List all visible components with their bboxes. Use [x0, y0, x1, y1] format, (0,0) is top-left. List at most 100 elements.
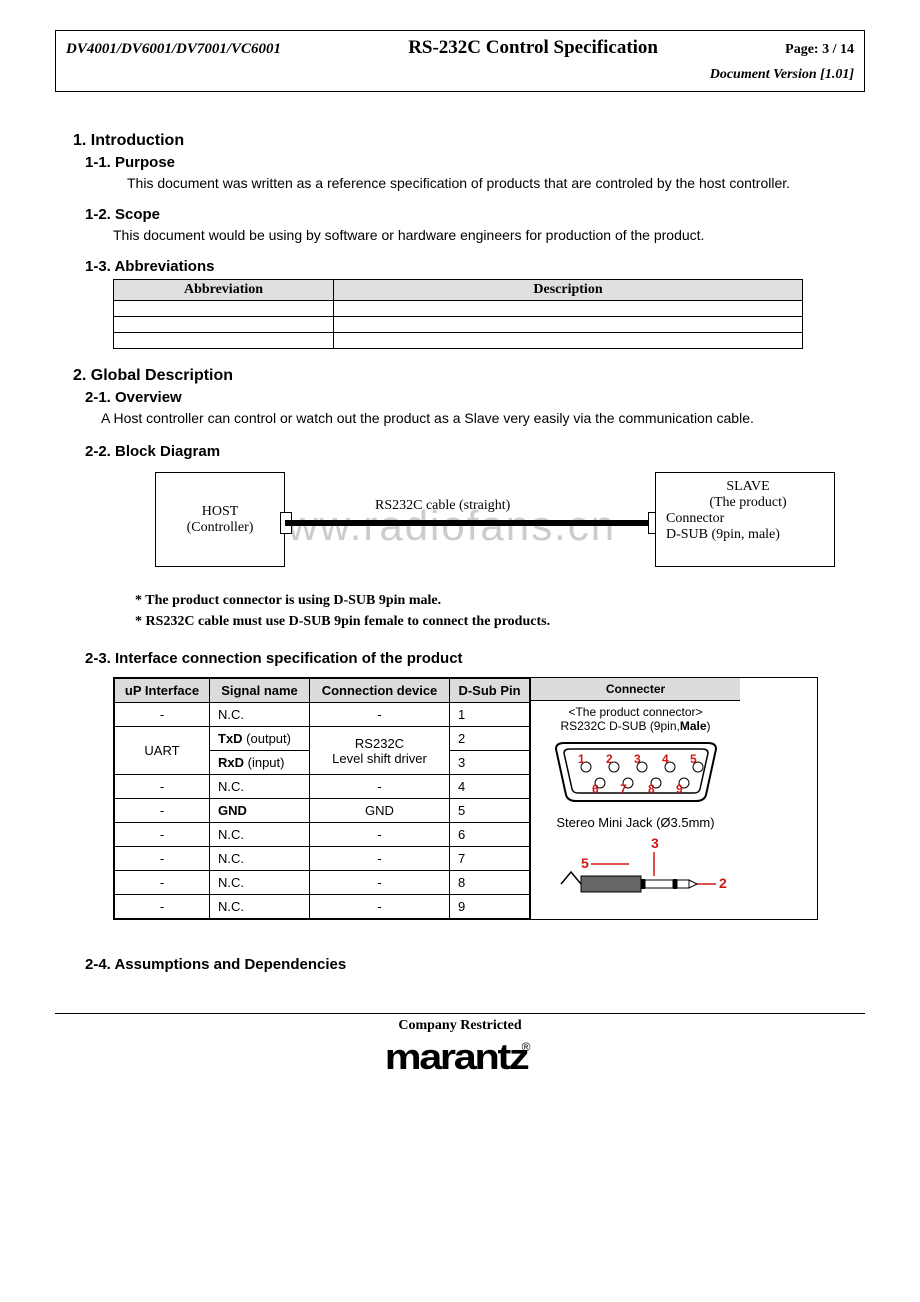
table-row: - N.C. - 8	[115, 871, 530, 895]
table-cell: N.C.	[210, 823, 310, 847]
table-cell: -	[310, 895, 450, 919]
cable-label: RS232C cable (straight)	[375, 498, 510, 514]
conn-header-connector: Connecter	[531, 678, 740, 701]
table-cell: 6	[450, 823, 530, 847]
svg-text:3: 3	[634, 752, 641, 766]
diagram-notes: * The product connector is using D-SUB 9…	[135, 590, 865, 632]
section-2-1-heading: 2-1. Overview	[85, 389, 865, 406]
page-number: Page: 3 / 14	[785, 42, 854, 58]
section-1-2-heading: 1-2. Scope	[85, 206, 865, 223]
doc-title: RS-232C Control Specification	[408, 37, 658, 59]
table-cell: -	[310, 703, 450, 727]
note-1: * The product connector is using D-SUB 9…	[135, 590, 865, 611]
jack-label: Stereo Mini Jack (Ø3.5mm)	[537, 815, 734, 830]
desc-col-header: Description	[334, 280, 803, 301]
table-row: - N.C. - 9	[115, 895, 530, 919]
section-2-4-heading: 2-4. Assumptions and Dependencies	[85, 956, 865, 973]
table-cell: N.C.	[210, 895, 310, 919]
table-row: - N.C. - 6	[115, 823, 530, 847]
table-cell: N.C.	[210, 703, 310, 727]
header-box: DV4001/DV6001/DV7001/VC6001 RS-232C Cont…	[55, 30, 865, 92]
table-cell	[114, 333, 334, 349]
jack-pin-5: 5	[581, 855, 589, 871]
table-cell: N.C.	[210, 871, 310, 895]
table-cell: -	[115, 823, 210, 847]
svg-text:8: 8	[648, 782, 655, 796]
host-label: HOST	[160, 504, 280, 520]
table-cell: -	[115, 775, 210, 799]
table-row: - N.C. - 1	[115, 703, 530, 727]
table-cell: UART	[115, 727, 210, 775]
section-1-heading: 1. Introduction	[73, 132, 865, 150]
section-1-1-text: This document was written as a reference…	[113, 173, 865, 194]
connector-subtitle: RS232C D-SUB (9pin,Male)	[537, 719, 734, 733]
conn-header-pin: D-Sub Pin	[450, 679, 530, 703]
svg-text:5: 5	[690, 752, 697, 766]
table-cell: 7	[450, 847, 530, 871]
section-2-2-heading: 2-2. Block Diagram	[85, 443, 865, 460]
jack-pin-3: 3	[651, 836, 659, 851]
table-cell: GND	[310, 799, 450, 823]
registered-icon: ®	[522, 1040, 531, 1054]
table-cell	[334, 317, 803, 333]
connection-table-wrap: uP Interface Signal name Connection devi…	[113, 677, 818, 920]
connection-table: uP Interface Signal name Connection devi…	[114, 678, 530, 919]
dsub-connector-icon: 1 2 3 4 5 6 7 8 9	[546, 739, 726, 809]
table-cell: -	[115, 703, 210, 727]
host-sublabel: (Controller)	[160, 520, 280, 536]
slave-connector-label: Connector	[666, 511, 830, 527]
section-1-3-heading: 1-3. Abbreviations	[85, 258, 865, 275]
table-cell	[334, 333, 803, 349]
table-cell	[114, 317, 334, 333]
table-cell: -	[310, 823, 450, 847]
note-2: * RS232C cable must use D-SUB 9pin femal…	[135, 611, 865, 632]
table-cell	[114, 301, 334, 317]
table-cell: 4	[450, 775, 530, 799]
table-cell: 3	[450, 751, 530, 775]
svg-text:1: 1	[578, 752, 585, 766]
connector-diagram-cell: Connecter <The product connector> RS232C…	[530, 678, 740, 919]
table-cell: TxD (output)	[210, 727, 310, 751]
slave-box: SLAVE (The product) Connector D-SUB (9pi…	[655, 472, 835, 567]
section-1-2-text: This document would be using by software…	[113, 225, 865, 246]
table-cell: 9	[450, 895, 530, 919]
table-cell: -	[115, 799, 210, 823]
slave-dsub-label: D-SUB (9pin, male)	[666, 527, 830, 543]
jack-pin-2: 2	[719, 875, 727, 891]
slave-sublabel: (The product)	[666, 495, 830, 511]
svg-text:2: 2	[606, 752, 613, 766]
section-2-1-text: A Host controller can control or watch o…	[101, 408, 865, 429]
svg-text:7: 7	[620, 782, 627, 796]
conn-header-device: Connection device	[310, 679, 450, 703]
svg-text:4: 4	[662, 752, 669, 766]
svg-text:6: 6	[592, 782, 599, 796]
table-cell: 1	[450, 703, 530, 727]
table-cell: N.C.	[210, 847, 310, 871]
table-cell: 8	[450, 871, 530, 895]
logo-wrap: marantz®	[55, 1036, 865, 1078]
table-cell: RxD (input)	[210, 751, 310, 775]
table-cell: RS232CLevel shift driver	[310, 727, 450, 775]
footer-text: Company Restricted	[55, 1018, 865, 1034]
block-diagram: www.radiofans.cn HOST (Controller) RS232…	[135, 472, 865, 582]
section-1-1-heading: 1-1. Purpose	[85, 154, 865, 171]
doc-version: Document Version [1.01]	[66, 67, 854, 83]
table-cell: -	[310, 871, 450, 895]
marantz-logo: marantz	[384, 1036, 527, 1078]
abbreviations-table: Abbreviation Description	[113, 279, 803, 349]
section-2-3-heading: 2-3. Interface connection specification …	[85, 650, 865, 667]
abbr-col-header: Abbreviation	[114, 280, 334, 301]
table-cell: N.C.	[210, 775, 310, 799]
table-cell: -	[310, 847, 450, 871]
table-row: - N.C. - 4	[115, 775, 530, 799]
table-row: - GND GND 5	[115, 799, 530, 823]
table-cell: -	[115, 871, 210, 895]
svg-text:9: 9	[676, 782, 683, 796]
table-cell: 5	[450, 799, 530, 823]
slave-label: SLAVE	[666, 479, 830, 495]
table-cell: -	[115, 895, 210, 919]
conn-header-interface: uP Interface	[115, 679, 210, 703]
jack-connector-icon: 3 5 2	[541, 836, 731, 906]
table-cell	[334, 301, 803, 317]
footer-divider	[55, 1013, 865, 1014]
